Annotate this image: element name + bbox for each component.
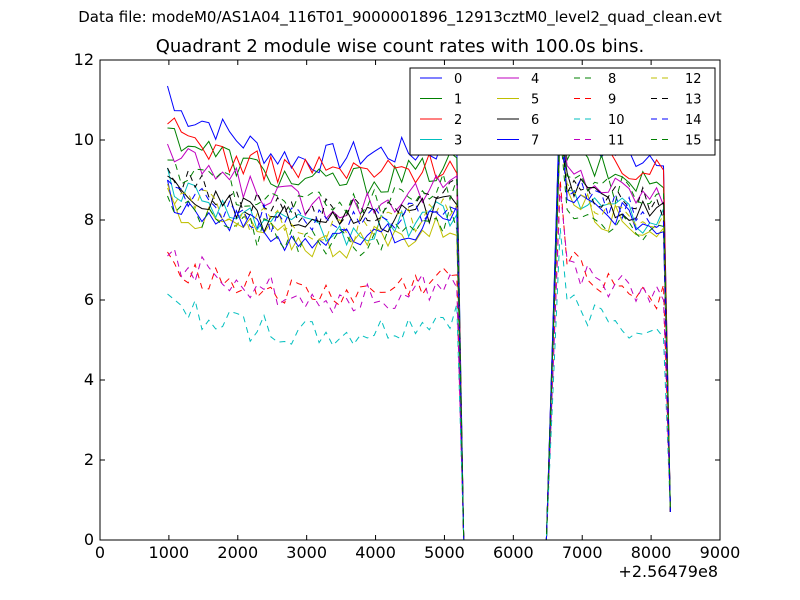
legend-label-6: 6	[531, 113, 539, 128]
x-tick-label: 4000	[355, 543, 396, 562]
series-line-1	[167, 99, 671, 541]
series-line-13	[167, 115, 671, 541]
series-line-2	[167, 103, 671, 541]
series-line-0	[167, 85, 671, 541]
legend-label-8: 8	[608, 72, 616, 87]
series-line-12	[167, 135, 671, 541]
x-tick-label: 6000	[493, 543, 534, 562]
legend-label-1: 1	[454, 93, 462, 108]
legend-label-11: 11	[608, 134, 625, 149]
series-line-7	[167, 87, 671, 541]
x-tick-label: 3000	[286, 543, 327, 562]
y-tick-label: 2	[84, 450, 94, 469]
legend-label-2: 2	[454, 113, 462, 128]
legend-label-9: 9	[608, 93, 616, 108]
legend-label-15: 15	[685, 134, 702, 149]
y-tick-label: 8	[84, 210, 94, 229]
legend-label-12: 12	[685, 72, 702, 87]
legend-frame	[409, 67, 716, 156]
series-line-3	[167, 119, 671, 541]
series-line-14	[167, 123, 671, 541]
series-line-10	[167, 227, 671, 541]
x-tick-label: 7000	[562, 543, 603, 562]
x-tick-label: 5000	[424, 543, 465, 562]
legend-label-3: 3	[454, 134, 462, 149]
y-tick-label: 12	[74, 50, 94, 69]
y-tick-label: 6	[84, 290, 94, 309]
legend-label-7: 7	[531, 134, 539, 149]
legend-label-4: 4	[531, 72, 539, 87]
x-tick-label: 1000	[149, 543, 190, 562]
x-tick-label: 2000	[217, 543, 258, 562]
legend-label-14: 14	[685, 113, 702, 128]
series-line-11	[167, 187, 671, 541]
series-line-5	[167, 127, 671, 541]
x-axis-offset-label: +2.56479e8	[618, 562, 718, 581]
y-tick-label: 0	[84, 530, 94, 549]
tick-layer: 0 1000 2000 3000 4000 5000 6000 7000 8000 9000 0 2 4…	[74, 50, 741, 562]
x-tick-label: 0	[95, 543, 105, 562]
series-layer	[167, 85, 671, 541]
y-tick-label: 10	[74, 130, 94, 149]
x-tick-label: 8000	[631, 543, 672, 562]
data-file-title: Data file: modeM0/AS1A04_116T01_90000018…	[78, 8, 722, 26]
legend-label-10: 10	[608, 113, 625, 128]
y-tick-label: 4	[84, 370, 94, 389]
x-tick-label: 9000	[700, 543, 741, 562]
series-line-15	[167, 111, 671, 541]
legend-label-5: 5	[531, 93, 539, 108]
chart-title: Quadrant 2 module wise count rates with …	[155, 36, 645, 57]
series-line-9	[167, 179, 671, 541]
series-line-4	[167, 107, 671, 541]
legend-label-0: 0	[454, 72, 462, 87]
legend-label-13: 13	[685, 93, 702, 108]
